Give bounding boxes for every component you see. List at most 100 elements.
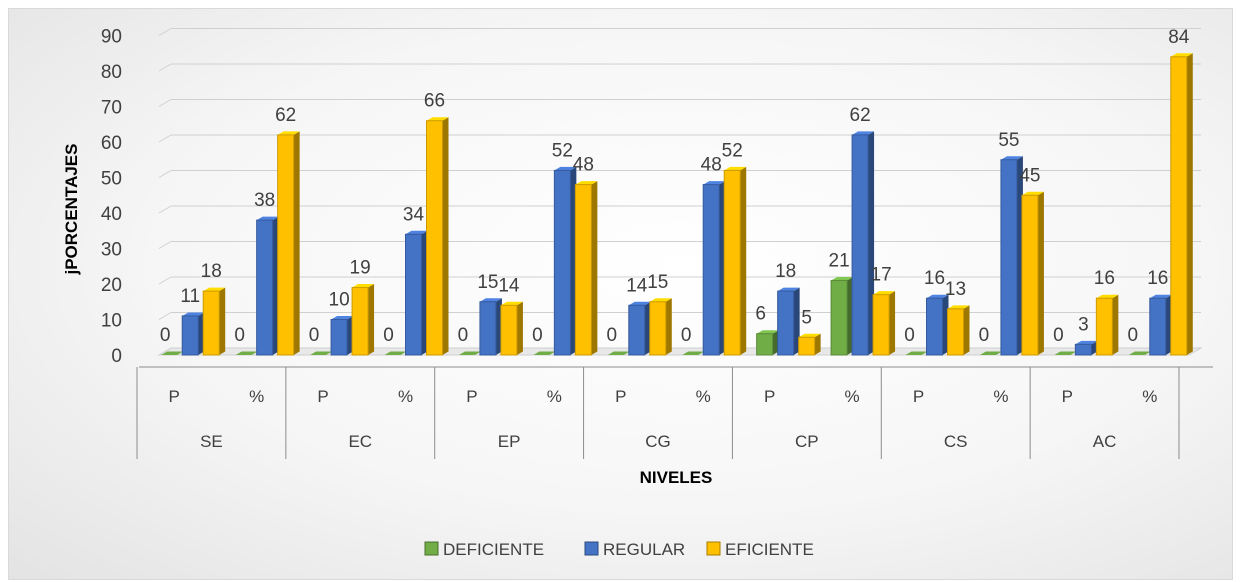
y-tick-label: 0 bbox=[111, 346, 122, 367]
bar-side bbox=[591, 181, 598, 355]
data-label: 18 bbox=[775, 261, 796, 282]
y-tick-label: 60 bbox=[101, 133, 122, 154]
bar-top bbox=[352, 284, 375, 288]
y-tick-label: 90 bbox=[101, 27, 122, 48]
subcategory-label: P bbox=[913, 387, 924, 406]
data-label: 0 bbox=[1053, 325, 1064, 346]
subcategory-label: % bbox=[398, 387, 413, 406]
bar-top bbox=[777, 287, 800, 292]
data-label: 10 bbox=[329, 290, 350, 311]
bar-top bbox=[203, 287, 226, 292]
bar bbox=[628, 304, 646, 356]
gridline-depth bbox=[158, 276, 172, 285]
bar bbox=[702, 184, 720, 356]
legend-swatch bbox=[424, 541, 439, 556]
subcategory-label: % bbox=[1142, 387, 1157, 406]
y-tick-label: 40 bbox=[101, 204, 122, 225]
bar-top bbox=[756, 330, 779, 334]
data-label: 55 bbox=[998, 130, 1019, 151]
data-label: 66 bbox=[424, 91, 445, 112]
data-label: 0 bbox=[458, 325, 469, 346]
subcategory-label: P bbox=[1062, 387, 1073, 406]
subcategory-label: P bbox=[764, 387, 775, 406]
bar-flat bbox=[1054, 351, 1077, 355]
gridline-depth bbox=[158, 28, 172, 36]
bar-flat bbox=[161, 351, 184, 355]
bar bbox=[798, 336, 816, 356]
bar-top bbox=[256, 216, 279, 221]
bar-top bbox=[926, 294, 949, 299]
bar-side bbox=[665, 298, 672, 355]
bar bbox=[1000, 159, 1018, 356]
gridline-depth bbox=[158, 170, 172, 178]
bar-top bbox=[575, 181, 598, 185]
data-label: 16 bbox=[924, 268, 945, 289]
bar-flat bbox=[458, 351, 481, 355]
bar bbox=[777, 290, 795, 356]
bar-top bbox=[873, 291, 896, 295]
bar-flat bbox=[607, 351, 630, 355]
data-label: 21 bbox=[829, 250, 850, 271]
bar-top bbox=[405, 230, 428, 235]
bar-top bbox=[554, 166, 577, 171]
group-label: CP bbox=[795, 432, 819, 451]
bar bbox=[947, 308, 964, 356]
legend-swatch bbox=[706, 541, 721, 556]
bar-flat bbox=[310, 351, 333, 355]
data-label: 15 bbox=[477, 272, 498, 293]
bar-flat bbox=[905, 351, 928, 355]
group-label: CS bbox=[944, 432, 968, 451]
bar bbox=[574, 184, 592, 356]
gridline-depth bbox=[158, 205, 172, 214]
y-tick-label: 50 bbox=[101, 169, 122, 190]
bar bbox=[479, 301, 497, 356]
data-label: 48 bbox=[701, 155, 722, 176]
bar-top bbox=[1000, 156, 1023, 160]
bar bbox=[405, 233, 422, 356]
bar bbox=[756, 333, 774, 356]
bar-side bbox=[442, 117, 449, 355]
subcategory-label: % bbox=[845, 387, 860, 406]
group-label: CG bbox=[645, 432, 671, 451]
subcategory-label: P bbox=[466, 387, 477, 406]
data-label: 17 bbox=[871, 265, 892, 286]
bar bbox=[181, 315, 199, 356]
subcategory-label: % bbox=[547, 387, 562, 406]
bar bbox=[330, 319, 348, 356]
bar bbox=[1021, 194, 1039, 356]
gridline-depth bbox=[158, 63, 172, 72]
bar bbox=[553, 169, 571, 356]
data-label: 13 bbox=[945, 279, 966, 300]
bar-flat bbox=[682, 351, 705, 355]
bar-side bbox=[814, 333, 821, 355]
data-label: 11 bbox=[180, 286, 200, 307]
bar-side bbox=[1037, 191, 1044, 355]
subcategory-label: P bbox=[615, 387, 626, 406]
data-label: 0 bbox=[309, 325, 320, 346]
bar-top bbox=[947, 305, 970, 309]
data-label: 84 bbox=[1168, 27, 1190, 48]
bar-side bbox=[740, 166, 747, 355]
bar-top bbox=[628, 301, 651, 306]
group-label: SE bbox=[200, 432, 223, 451]
bar-side bbox=[963, 305, 970, 355]
bar bbox=[723, 169, 741, 356]
bar-flat bbox=[533, 351, 556, 355]
group-label: EC bbox=[348, 432, 372, 451]
gridline-depth bbox=[158, 134, 172, 143]
data-label: 0 bbox=[681, 325, 692, 346]
data-label: 6 bbox=[755, 304, 766, 325]
data-label: 0 bbox=[160, 325, 171, 346]
y-tick-label: 30 bbox=[101, 240, 122, 261]
bar-top bbox=[1149, 294, 1172, 299]
y-tick-label: 80 bbox=[101, 62, 122, 83]
data-label: 14 bbox=[498, 275, 520, 296]
bar-side bbox=[1186, 53, 1193, 356]
group-label: EP bbox=[498, 432, 521, 451]
y-axis-title: jPORCENTAJES bbox=[62, 144, 81, 276]
bar-flat bbox=[235, 351, 258, 355]
gridline-depth bbox=[158, 312, 172, 320]
data-label: 0 bbox=[532, 325, 543, 346]
bar-side bbox=[368, 284, 375, 355]
